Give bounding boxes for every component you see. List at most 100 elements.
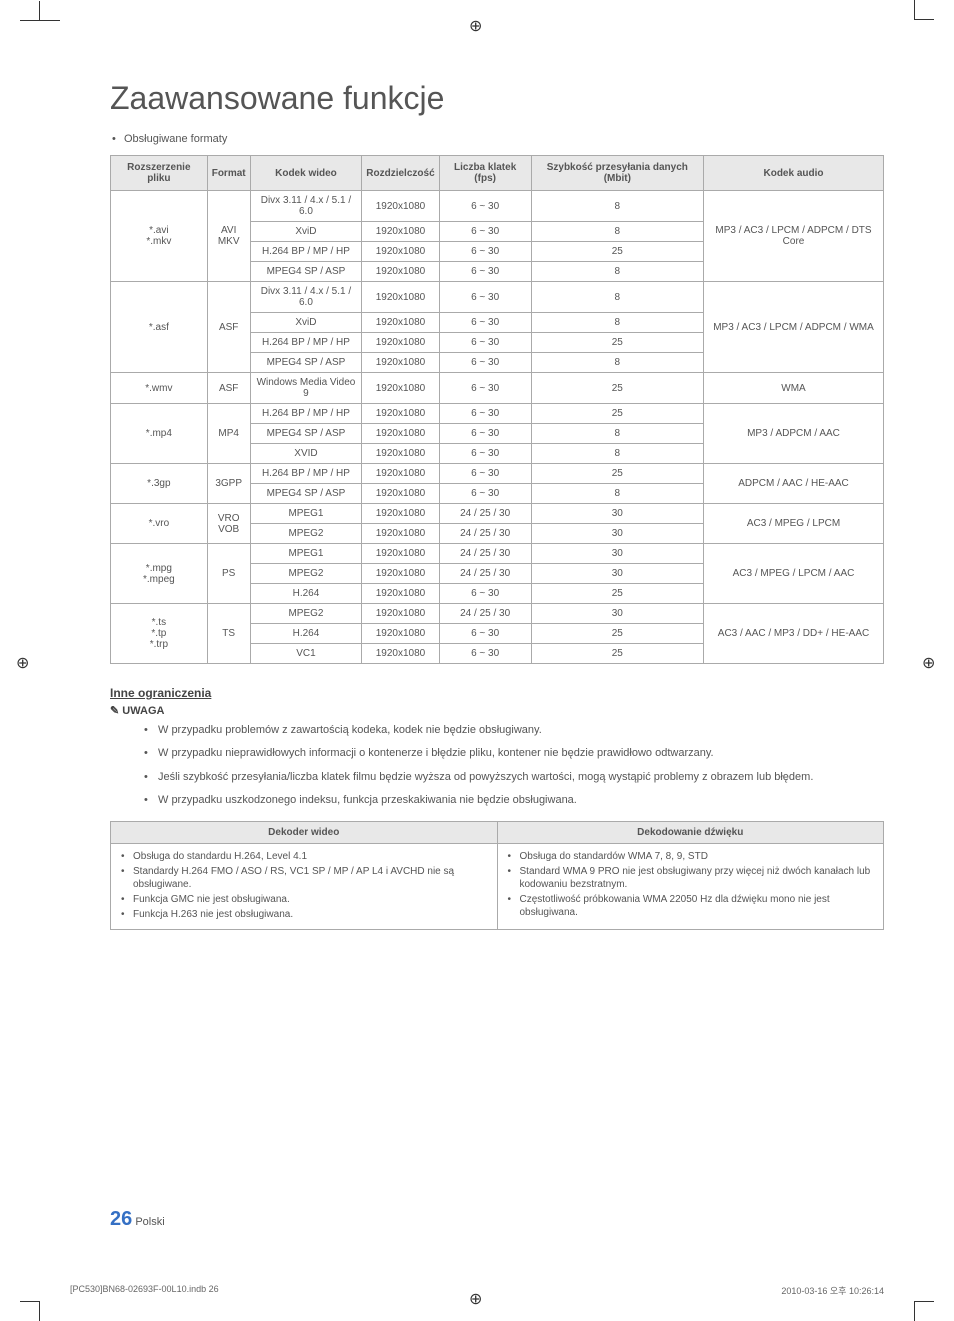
decoder-audio-list: Obsługa do standardów WMA 7, 8, 9, STD St… bbox=[506, 850, 876, 919]
res-cell: 1920x1080 bbox=[362, 624, 439, 644]
page-content: Zaawansowane funkcje Obsługiwane formaty… bbox=[110, 80, 884, 930]
res-cell: 1920x1080 bbox=[362, 353, 439, 373]
res-cell: 1920x1080 bbox=[362, 444, 439, 464]
br-cell: 25 bbox=[531, 404, 703, 424]
br-cell: 30 bbox=[531, 544, 703, 564]
fps-cell: 6 ~ 30 bbox=[439, 333, 531, 353]
codec-cell: VC1 bbox=[250, 644, 362, 664]
fps-cell: 24 / 25 / 30 bbox=[439, 524, 531, 544]
fps-cell: 6 ~ 30 bbox=[439, 444, 531, 464]
codec-cell: H.264 bbox=[250, 584, 362, 604]
note-item: Jeśli szybkość przesyłania/liczba klatek… bbox=[158, 770, 884, 785]
page-number: 26 bbox=[110, 1208, 132, 1230]
br-cell: 30 bbox=[531, 564, 703, 584]
fps-cell: 6 ~ 30 bbox=[439, 644, 531, 664]
br-cell: 30 bbox=[531, 524, 703, 544]
br-cell: 30 bbox=[531, 504, 703, 524]
ext-cell: *.ts*.tp*.trp bbox=[111, 604, 208, 664]
codec-cell: MPEG4 SP / ASP bbox=[250, 353, 362, 373]
registration-mark-left bbox=[16, 653, 32, 669]
ext-cell: *.vro bbox=[111, 504, 208, 544]
ext-cell: *.3gp bbox=[111, 464, 208, 504]
br-cell: 25 bbox=[531, 333, 703, 353]
res-cell: 1920x1080 bbox=[362, 464, 439, 484]
decoder-audio-header: Dekodowanie dźwięku bbox=[497, 821, 884, 843]
decoder-video-item: Obsługa do standardu H.264, Level 4.1 bbox=[133, 850, 489, 863]
res-cell: 1920x1080 bbox=[362, 544, 439, 564]
codec-header-3: Rozdzielczość bbox=[362, 156, 439, 191]
decoder-video-list: Obsługa do standardu H.264, Level 4.1Sta… bbox=[119, 850, 489, 921]
table-row: *.3gp3GPPH.264 BP / MP / HP1920x10806 ~ … bbox=[111, 464, 884, 484]
ext-cell: *.avi*.mkv bbox=[111, 191, 208, 282]
note-item: W przypadku nieprawidłowych informacji o… bbox=[158, 746, 884, 761]
table-row: *.ts*.tp*.trpTSMPEG21920x108024 / 25 / 3… bbox=[111, 604, 884, 624]
crop-mark-br bbox=[894, 1281, 914, 1301]
decoder-video-header: Dekoder wideo bbox=[111, 821, 498, 843]
codec-header-6: Kodek audio bbox=[704, 156, 884, 191]
fps-cell: 6 ~ 30 bbox=[439, 262, 531, 282]
br-cell: 8 bbox=[531, 424, 703, 444]
codec-cell: XviD bbox=[250, 222, 362, 242]
br-cell: 8 bbox=[531, 222, 703, 242]
codec-header-1: Format bbox=[207, 156, 250, 191]
audio-cell: AC3 / AAC / MP3 / DD+ / HE-AAC bbox=[704, 604, 884, 664]
fps-cell: 24 / 25 / 30 bbox=[439, 604, 531, 624]
table-row: *.asfASFDivx 3.11 / 4.x / 5.1 / 6.01920x… bbox=[111, 282, 884, 313]
note-item: W przypadku problemów z zawartością kode… bbox=[158, 723, 884, 738]
codec-cell: Windows Media Video 9 bbox=[250, 373, 362, 404]
decoder-video-item: Funkcja H.263 nie jest obsługiwana. bbox=[133, 908, 489, 921]
br-cell: 8 bbox=[531, 444, 703, 464]
notes-list: W przypadku problemów z zawartością kode… bbox=[110, 723, 884, 809]
br-cell: 25 bbox=[531, 644, 703, 664]
crop-mark-bl bbox=[40, 1281, 60, 1301]
br-cell: 8 bbox=[531, 191, 703, 222]
codec-cell: H.264 BP / MP / HP bbox=[250, 464, 362, 484]
fps-cell: 24 / 25 / 30 bbox=[439, 544, 531, 564]
fps-cell: 6 ~ 30 bbox=[439, 404, 531, 424]
res-cell: 1920x1080 bbox=[362, 524, 439, 544]
codec-cell: MPEG2 bbox=[250, 524, 362, 544]
registration-mark-top bbox=[469, 16, 485, 32]
ext-cell: *.asf bbox=[111, 282, 208, 373]
fmt-cell: VROVOB bbox=[207, 504, 250, 544]
intro-bullet: Obsługiwane formaty bbox=[110, 133, 884, 145]
ext-cell: *.mp4 bbox=[111, 404, 208, 464]
fps-cell: 6 ~ 30 bbox=[439, 424, 531, 444]
fps-cell: 6 ~ 30 bbox=[439, 353, 531, 373]
res-cell: 1920x1080 bbox=[362, 242, 439, 262]
fmt-cell: PS bbox=[207, 544, 250, 604]
fmt-cell: ASF bbox=[207, 282, 250, 373]
br-cell: 25 bbox=[531, 373, 703, 404]
decoder-audio-item: Standard WMA 9 PRO nie jest obsługiwany … bbox=[520, 865, 876, 891]
codec-cell: MPEG4 SP / ASP bbox=[250, 262, 362, 282]
ext-cell: *.mpg*.mpeg bbox=[111, 544, 208, 604]
decoder-table: Dekoder wideo Dekodowanie dźwięku Obsług… bbox=[110, 821, 884, 930]
res-cell: 1920x1080 bbox=[362, 222, 439, 242]
res-cell: 1920x1080 bbox=[362, 262, 439, 282]
audio-cell: MP3 / AC3 / LPCM / ADPCM / WMA bbox=[704, 282, 884, 373]
table-row: *.mpg*.mpegPSMPEG11920x108024 / 25 / 303… bbox=[111, 544, 884, 564]
fmt-cell: ASF bbox=[207, 373, 250, 404]
codec-cell: MPEG4 SP / ASP bbox=[250, 484, 362, 504]
fmt-cell: MP4 bbox=[207, 404, 250, 464]
fps-cell: 24 / 25 / 30 bbox=[439, 504, 531, 524]
fmt-cell: 3GPP bbox=[207, 464, 250, 504]
fps-cell: 24 / 25 / 30 bbox=[439, 564, 531, 584]
decoder-audio-item: Obsługa do standardów WMA 7, 8, 9, STD bbox=[520, 850, 876, 863]
res-cell: 1920x1080 bbox=[362, 404, 439, 424]
br-cell: 25 bbox=[531, 624, 703, 644]
registration-mark-right bbox=[922, 653, 938, 669]
res-cell: 1920x1080 bbox=[362, 644, 439, 664]
br-cell: 8 bbox=[531, 353, 703, 373]
fps-cell: 6 ~ 30 bbox=[439, 242, 531, 262]
codec-table: Rozszerzenie plikuFormatKodek wideoRozdz… bbox=[110, 155, 884, 664]
res-cell: 1920x1080 bbox=[362, 504, 439, 524]
fps-cell: 6 ~ 30 bbox=[439, 464, 531, 484]
audio-cell: WMA bbox=[704, 373, 884, 404]
res-cell: 1920x1080 bbox=[362, 604, 439, 624]
res-cell: 1920x1080 bbox=[362, 373, 439, 404]
codec-cell: H.264 BP / MP / HP bbox=[250, 333, 362, 353]
table-row: *.avi*.mkvAVIMKVDivx 3.11 / 4.x / 5.1 / … bbox=[111, 191, 884, 222]
codec-cell: H.264 bbox=[250, 624, 362, 644]
table-row: *.vroVROVOBMPEG11920x108024 / 25 / 3030A… bbox=[111, 504, 884, 524]
